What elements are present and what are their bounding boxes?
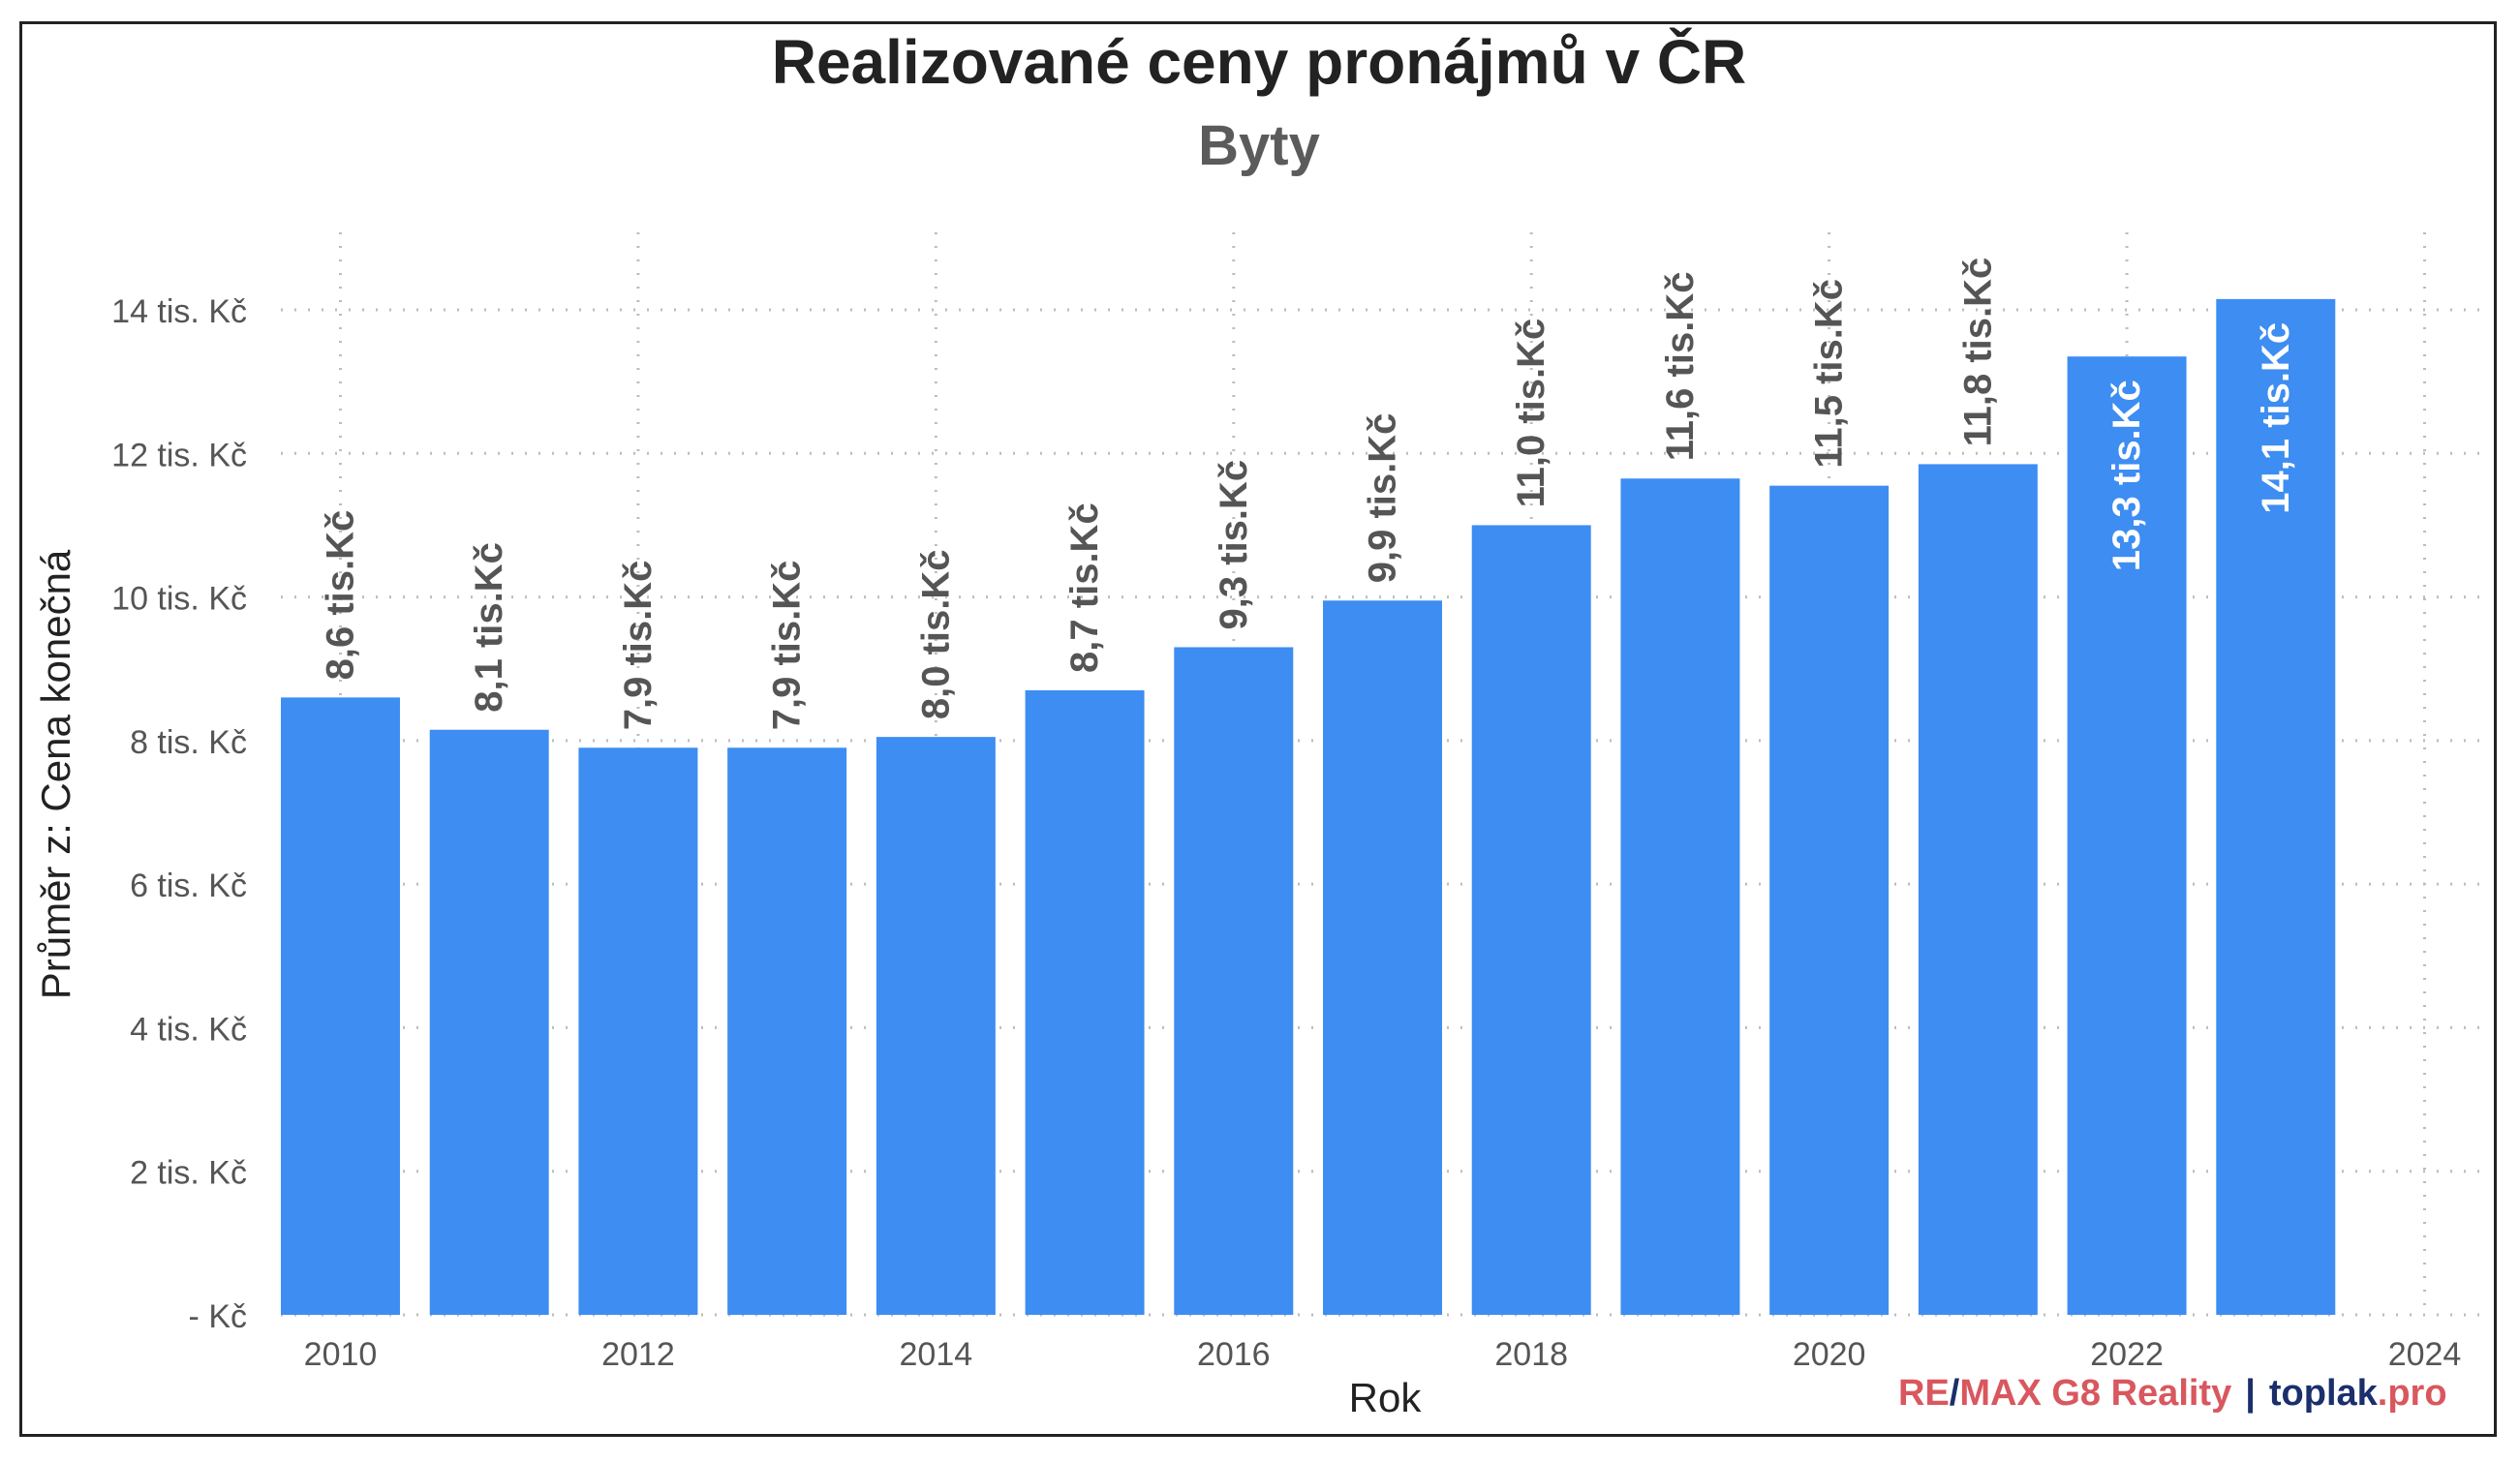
remax-brand-slash: / (1949, 1373, 1960, 1414)
bar-value-label: 9,9 tis.Kč (1362, 413, 1404, 584)
bars (281, 298, 2336, 1316)
bar-value-label: 9,3 tis.Kč (1213, 460, 1255, 630)
bar-value-label: 13,3 tis.Kč (2105, 380, 2148, 571)
y-tick-label: - Kč (189, 1298, 247, 1335)
brand-credit: RE/MAX G8 Reality | toplak.pro (1898, 1373, 2447, 1415)
bar-value-label: 7,9 tis.Kč (766, 561, 809, 731)
y-tick-label: 4 tis. Kč (130, 1011, 247, 1048)
y-tick-label: 14 tis. Kč (111, 293, 247, 330)
x-tick-label: 2020 (1793, 1336, 1866, 1373)
x-axis-ticks: 2010 2012 2014 2016 2018 2020 2022 2024 (304, 1336, 2462, 1373)
bar (727, 747, 847, 1315)
x-tick-label: 2014 (900, 1336, 973, 1373)
bar-value-label: 11,8 tis.Kč (1956, 258, 1999, 447)
x-tick-label: 2024 (2388, 1336, 2462, 1373)
y-tick-label: 2 tis. Kč (130, 1155, 247, 1192)
remax-brand-part-b: MAX G8 Reality (1959, 1373, 2232, 1414)
data-labels: 8,6 tis.Kč 8,1 tis.Kč 7,9 tis.Kč 7,9 tis.Kč… (319, 258, 2296, 731)
bar (1918, 464, 2038, 1316)
bar (1323, 600, 1442, 1315)
bar-value-label: 11,0 tis.Kč (1510, 319, 1552, 508)
bar-value-label: 14,1 tis.Kč (2255, 322, 2297, 514)
bar-value-label: 8,7 tis.Kč (1063, 503, 1106, 673)
bar (281, 697, 400, 1315)
y-axis-title: Průměr z: Cena konečná (33, 549, 78, 999)
x-tick-label: 2010 (304, 1336, 378, 1373)
bar-value-label: 11,5 tis.Kč (1808, 279, 1851, 469)
chart-frame (19, 21, 2497, 1437)
y-tick-label: 6 tis. Kč (130, 868, 247, 904)
x-tick-label: 2016 (1197, 1336, 1271, 1373)
toplak-brand: toplak (2268, 1373, 2378, 1414)
bar (2216, 298, 2336, 1316)
remax-brand-part-a: RE (1898, 1373, 1950, 1414)
bar-value-label: 7,9 tis.Kč (617, 561, 660, 731)
bar (876, 737, 996, 1315)
chart-title: Realizované ceny pronájmů v ČR (772, 26, 1747, 97)
x-axis-title: Rok (1349, 1375, 1423, 1420)
y-axis-ticks: - Kč 2 tis. Kč 4 tis. Kč 6 tis. Kč 8 tis. Kč… (111, 293, 247, 1335)
bar (1025, 689, 1145, 1315)
bar (1769, 485, 1890, 1315)
x-tick-label: 2022 (2090, 1336, 2164, 1373)
bar-value-label: 8,6 tis.Kč (319, 510, 361, 681)
y-tick-label: 8 tis. Kč (130, 724, 247, 761)
brand-separator: | (2245, 1373, 2256, 1414)
bar (429, 729, 549, 1315)
bar-value-label: 8,1 tis.Kč (468, 542, 510, 713)
y-tick-label: 12 tis. Kč (111, 437, 247, 473)
x-tick-label: 2012 (601, 1336, 675, 1373)
bar (1620, 478, 1740, 1315)
bar (1174, 647, 1294, 1315)
remax-brand: RE/MAX G8 Reality (1898, 1373, 2231, 1414)
x-tick-label: 2018 (1494, 1336, 1568, 1373)
toplak-brand-suffix: .pro (2377, 1373, 2447, 1414)
y-tick-label: 10 tis. Kč (111, 581, 247, 618)
bar (578, 747, 698, 1315)
bar-value-label: 8,0 tis.Kč (914, 549, 957, 719)
bar (2067, 356, 2187, 1315)
bar-value-label: 11,6 tis.Kč (1659, 272, 1702, 462)
bar (1471, 525, 1591, 1315)
chart-subtitle: Byty (1198, 114, 1320, 177)
